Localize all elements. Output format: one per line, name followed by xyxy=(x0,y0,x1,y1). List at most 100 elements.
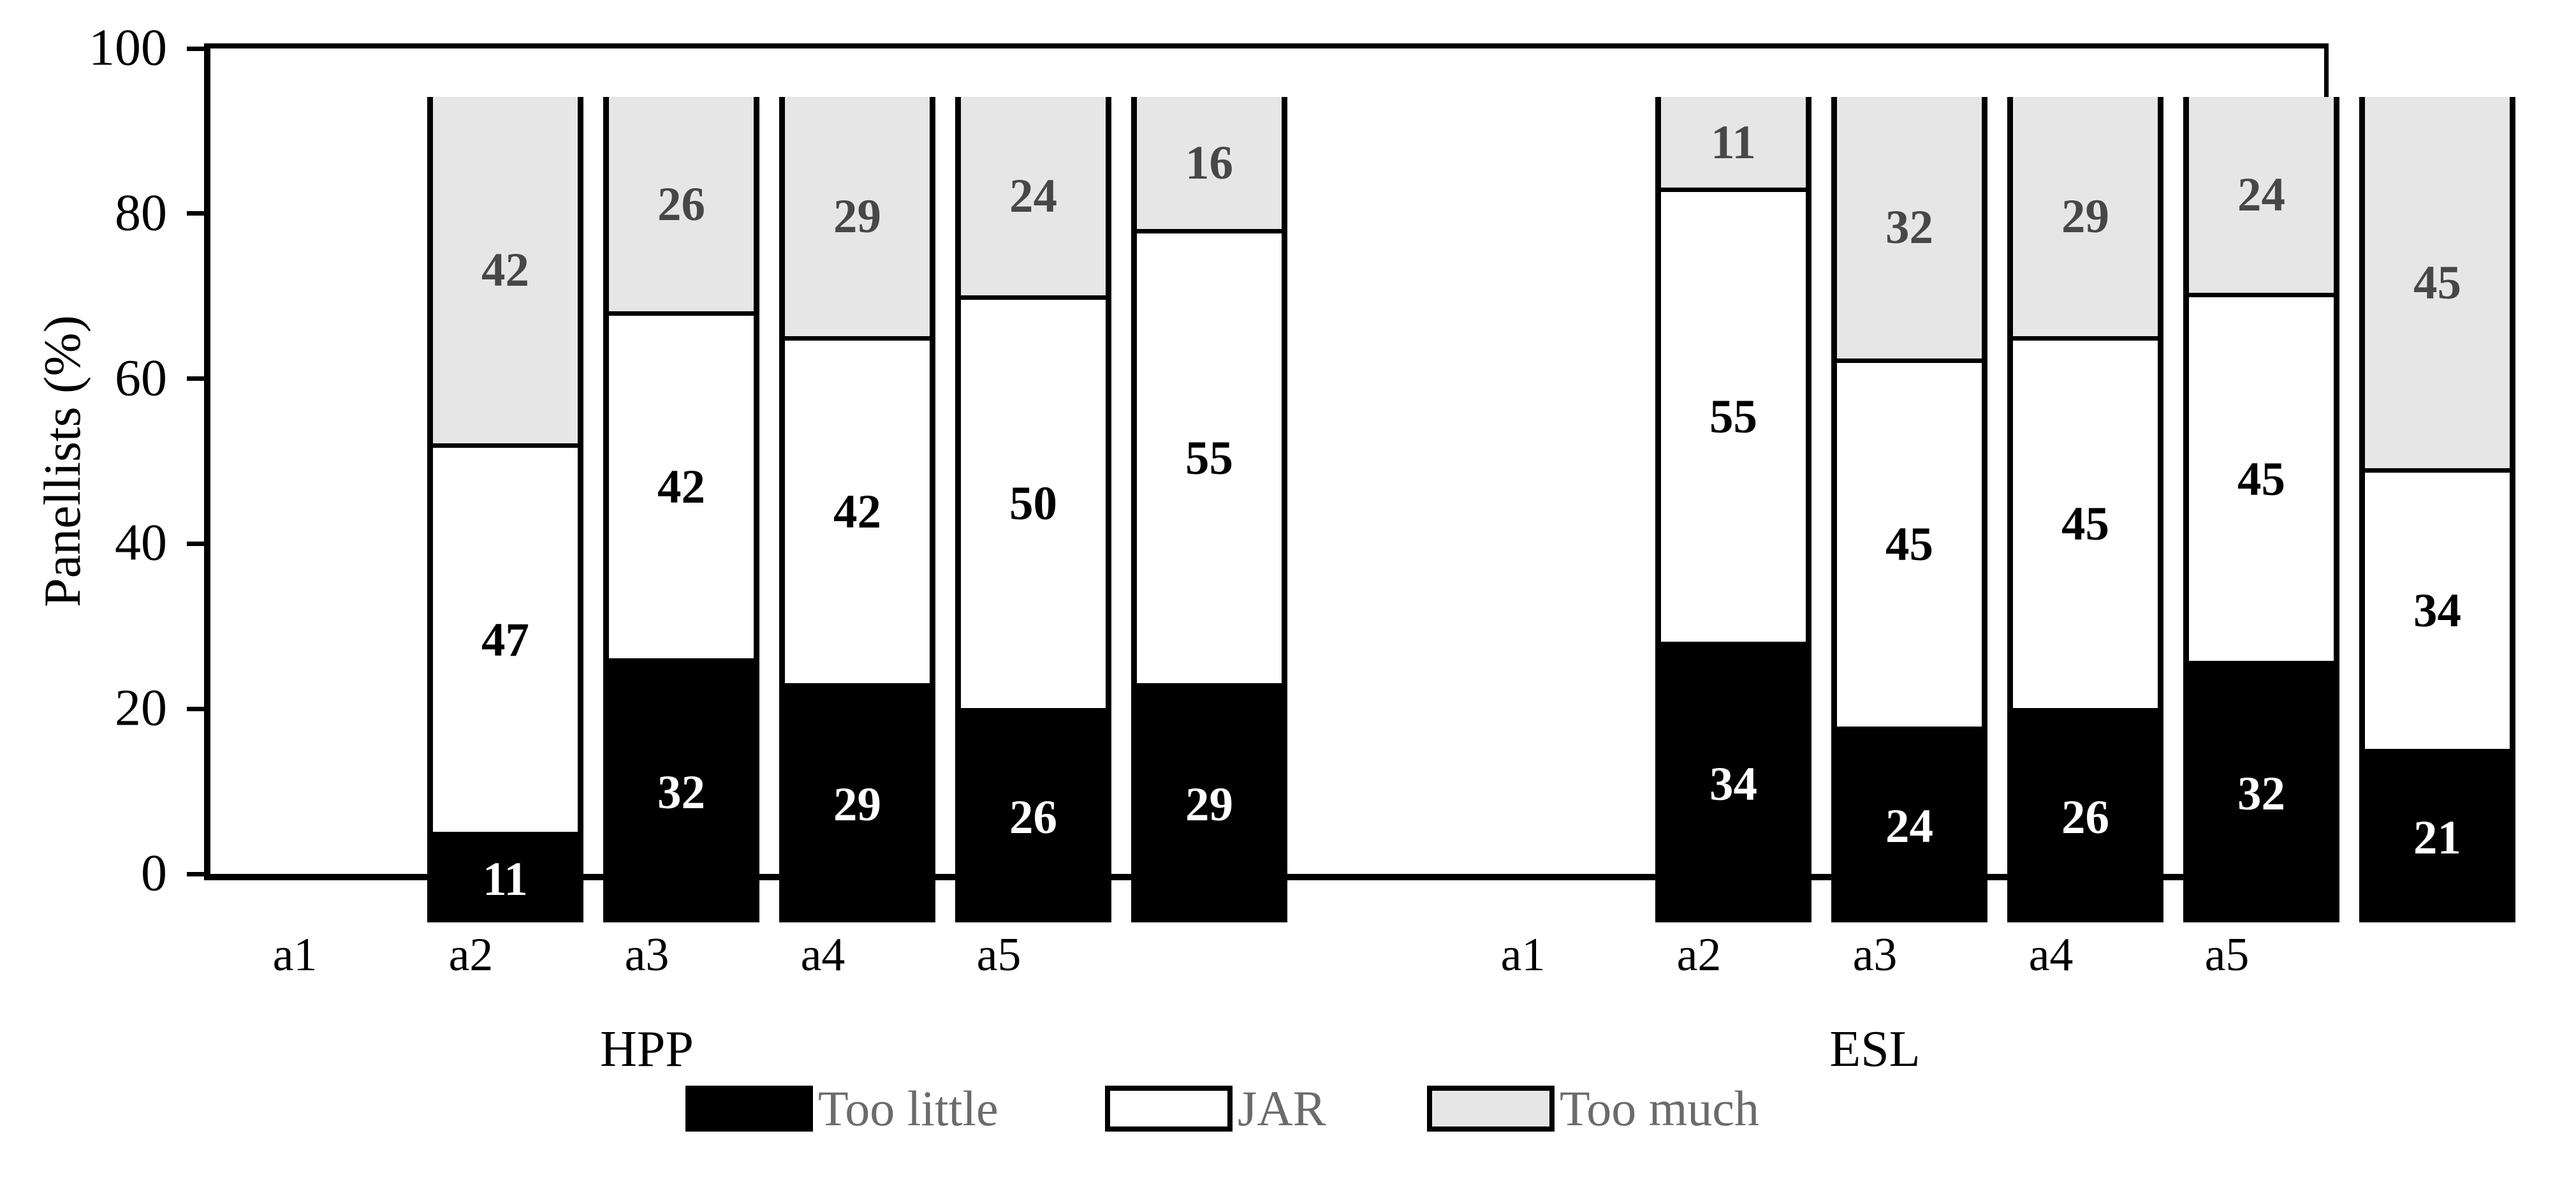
y-axis-tick-40 xyxy=(187,541,204,546)
plot-inner: 42 47 11 26 42 32 29 42 29 24 50 26 16 55 29 11 55 34 32 45… xyxy=(421,97,2535,922)
y-axis-tick-0 xyxy=(187,871,204,876)
segment-jar: 50 xyxy=(961,295,1106,708)
value-label: 47 xyxy=(481,613,529,667)
legend-label: JAR xyxy=(1238,1081,1326,1136)
value-label: 45 xyxy=(2237,452,2285,506)
bar-esl-a2: 32 45 24 xyxy=(1831,97,1987,922)
value-label: 32 xyxy=(1885,201,1933,255)
legend-item-too-much: Too much xyxy=(1427,1081,1759,1136)
value-label: 24 xyxy=(2237,168,2285,222)
value-label: 32 xyxy=(657,765,705,819)
segment-too-much: 42 xyxy=(433,97,578,444)
plot-area: 42 47 11 26 42 32 29 42 29 24 50 26 16 55 29 11 55 34 32 45… xyxy=(204,43,2515,922)
value-label: 29 xyxy=(2061,190,2109,244)
value-label: 16 xyxy=(1185,137,1233,190)
segment-too-much: 16 xyxy=(1137,97,1282,230)
value-label: 45 xyxy=(2413,256,2461,309)
segment-too-much: 11 xyxy=(1661,97,1806,188)
legend-item-jar: JAR xyxy=(1105,1081,1326,1136)
x-tick-label-hpp-a4: a4 xyxy=(800,929,845,981)
segment-jar: 45 xyxy=(2013,336,2158,708)
value-label: 11 xyxy=(1711,115,1756,169)
group-label-esl: ESL xyxy=(1829,1021,1921,1077)
x-tick-label-hpp-a5: a5 xyxy=(976,929,1021,981)
value-label: 21 xyxy=(2413,811,2461,865)
x-tick-label-esl-a3: a3 xyxy=(1852,929,1898,981)
value-label: 55 xyxy=(1185,431,1233,485)
value-label: 50 xyxy=(1009,477,1057,531)
y-axis-tick-60 xyxy=(187,376,204,381)
segment-too-little: 11 xyxy=(433,831,578,922)
value-label: 45 xyxy=(2061,498,2109,551)
value-label: 26 xyxy=(657,177,705,231)
segment-too-little: 26 xyxy=(961,707,1106,922)
bar-esl-a5: 45 34 21 xyxy=(2359,97,2515,922)
y-tick-label-80: 80 xyxy=(115,183,167,242)
segment-jar: 47 xyxy=(433,443,578,832)
value-label: 45 xyxy=(1885,518,1933,572)
y-tick-label-0: 0 xyxy=(141,843,167,902)
x-tick-label-hpp-a1: a1 xyxy=(272,929,318,981)
x-tick-label-hpp-a2: a2 xyxy=(448,929,494,981)
segment-jar: 55 xyxy=(1661,188,1806,642)
y-tick-label-60: 60 xyxy=(115,348,167,406)
value-label: 26 xyxy=(2061,790,2109,844)
bar-hpp-a5: 16 55 29 xyxy=(1131,97,1287,922)
value-label: 42 xyxy=(833,485,881,538)
y-axis-tick-100 xyxy=(187,46,204,51)
segment-too-little: 24 xyxy=(1837,726,1982,922)
value-label: 34 xyxy=(2413,584,2461,638)
segment-jar: 34 xyxy=(2365,468,2510,750)
value-label: 24 xyxy=(1009,169,1057,223)
bar-esl-a3: 29 45 26 xyxy=(2007,97,2163,922)
bar-hpp-a4: 24 50 26 xyxy=(955,97,1111,922)
bar-esl-a4: 24 45 32 xyxy=(2183,97,2339,922)
value-label: 29 xyxy=(833,190,881,244)
value-label: 55 xyxy=(1709,390,1757,444)
x-tick-label-hpp-a3: a3 xyxy=(624,929,670,981)
legend-label: Too much xyxy=(1560,1081,1759,1136)
segment-too-much: 29 xyxy=(2013,97,2158,337)
segment-too-much: 24 xyxy=(961,97,1106,295)
segment-too-much: 32 xyxy=(1837,97,1982,358)
value-label: 29 xyxy=(833,778,881,832)
x-tick-label-esl-a2: a2 xyxy=(1676,929,1722,981)
legend-label: Too little xyxy=(818,1081,999,1136)
segment-too-much: 24 xyxy=(2189,97,2334,293)
segment-too-little: 34 xyxy=(1661,642,1806,922)
segment-too-little: 26 xyxy=(2013,707,2158,922)
value-label: 42 xyxy=(481,244,529,297)
segment-too-little: 32 xyxy=(2189,661,2334,922)
group-label-hpp: HPP xyxy=(600,1021,694,1077)
bar-esl-a1: 11 55 34 xyxy=(1655,97,1811,922)
segment-too-little: 32 xyxy=(609,658,754,922)
bar-hpp-a1: 42 47 11 xyxy=(427,97,583,922)
y-tick-label-40: 40 xyxy=(115,513,167,572)
y-axis-tick-80 xyxy=(187,211,204,216)
legend-item-too-little: Too little xyxy=(685,1081,999,1136)
bar-hpp-a3: 29 42 29 xyxy=(779,97,935,922)
segment-too-little: 29 xyxy=(1137,683,1282,922)
segment-jar: 42 xyxy=(609,311,754,658)
segment-too-little: 29 xyxy=(785,683,930,922)
value-label: 24 xyxy=(1885,800,1933,853)
value-label: 34 xyxy=(1709,757,1757,811)
segment-jar: 42 xyxy=(785,336,930,683)
segment-too-much: 26 xyxy=(609,97,754,312)
y-tick-label-100: 100 xyxy=(89,18,167,77)
value-label: 32 xyxy=(2237,767,2285,820)
legend-swatch-too-little xyxy=(685,1086,813,1132)
segment-jar: 55 xyxy=(1137,229,1282,683)
segment-jar: 45 xyxy=(2189,293,2334,661)
bar-hpp-a2: 26 42 32 xyxy=(603,97,759,922)
y-tick-label-20: 20 xyxy=(115,678,167,737)
segment-too-little: 21 xyxy=(2365,749,2510,922)
segment-jar: 45 xyxy=(1837,358,1982,727)
x-tick-label-esl-a4: a4 xyxy=(2028,929,2074,981)
legend-swatch-jar xyxy=(1105,1086,1233,1132)
value-label: 11 xyxy=(483,852,528,906)
segment-too-much: 45 xyxy=(2365,97,2510,469)
value-label: 42 xyxy=(657,461,705,514)
segment-too-much: 29 xyxy=(785,97,930,337)
